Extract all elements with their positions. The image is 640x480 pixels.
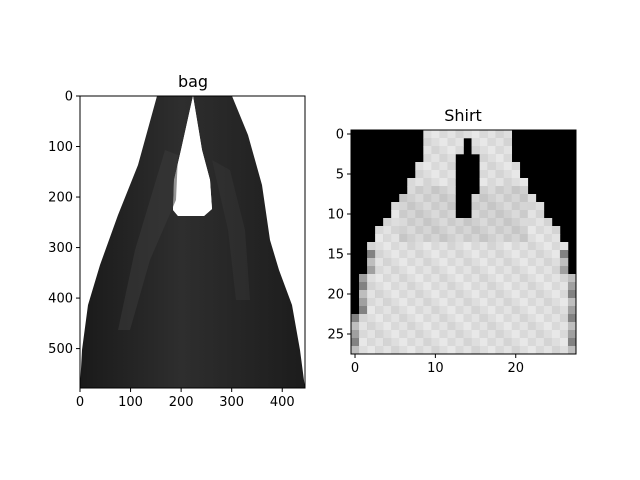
shirt-y-tick-label: 20 bbox=[327, 288, 344, 303]
bag-x-tick-label: 400 bbox=[270, 395, 295, 410]
shirt-x-axis: 0 10 20 bbox=[351, 354, 524, 376]
bag-y-tick-label: 200 bbox=[48, 191, 73, 206]
shirt-x-tick-label: 0 bbox=[351, 361, 359, 376]
bag-y-axis: 0 100 200 300 400 500 bbox=[48, 90, 80, 357]
bag-image bbox=[80, 96, 305, 388]
bag-x-tick-label: 0 bbox=[76, 395, 84, 410]
shirt-y-tick-label: 0 bbox=[336, 128, 344, 143]
bag-x-axis: 0 100 200 300 400 bbox=[76, 388, 295, 410]
shirt-y-tick-label: 25 bbox=[327, 328, 344, 343]
bag-x-tick-label: 100 bbox=[118, 395, 143, 410]
shirt-axes-frame bbox=[350, 129, 577, 355]
shirt-y-tick-label: 5 bbox=[336, 168, 344, 183]
bag-y-tick-label: 300 bbox=[48, 241, 73, 256]
shirt-panel: Shirt 0 10 20 0 5 10 15 20 25 bbox=[327, 106, 577, 376]
shirt-image bbox=[351, 130, 577, 355]
bag-panel: bag 0 100 200 300 400 0 100 200 300 400 500 bbox=[48, 72, 306, 410]
bag-title: bag bbox=[178, 72, 208, 91]
shirt-y-tick-label: 10 bbox=[327, 208, 344, 223]
bag-x-tick-label: 300 bbox=[219, 395, 244, 410]
shirt-y-tick-label: 15 bbox=[327, 248, 344, 263]
bag-y-tick-label: 100 bbox=[48, 140, 73, 155]
bag-y-tick-label: 400 bbox=[48, 292, 73, 307]
bag-y-tick-label: 0 bbox=[65, 90, 73, 105]
bag-x-tick-label: 200 bbox=[169, 395, 194, 410]
shirt-y-axis: 0 5 10 15 20 25 bbox=[327, 128, 351, 343]
shirt-x-tick-label: 10 bbox=[427, 361, 444, 376]
bag-axes-frame bbox=[79, 95, 306, 389]
shirt-title: Shirt bbox=[444, 106, 482, 125]
bag-y-tick-label: 500 bbox=[48, 342, 73, 357]
shirt-x-tick-label: 20 bbox=[507, 361, 524, 376]
